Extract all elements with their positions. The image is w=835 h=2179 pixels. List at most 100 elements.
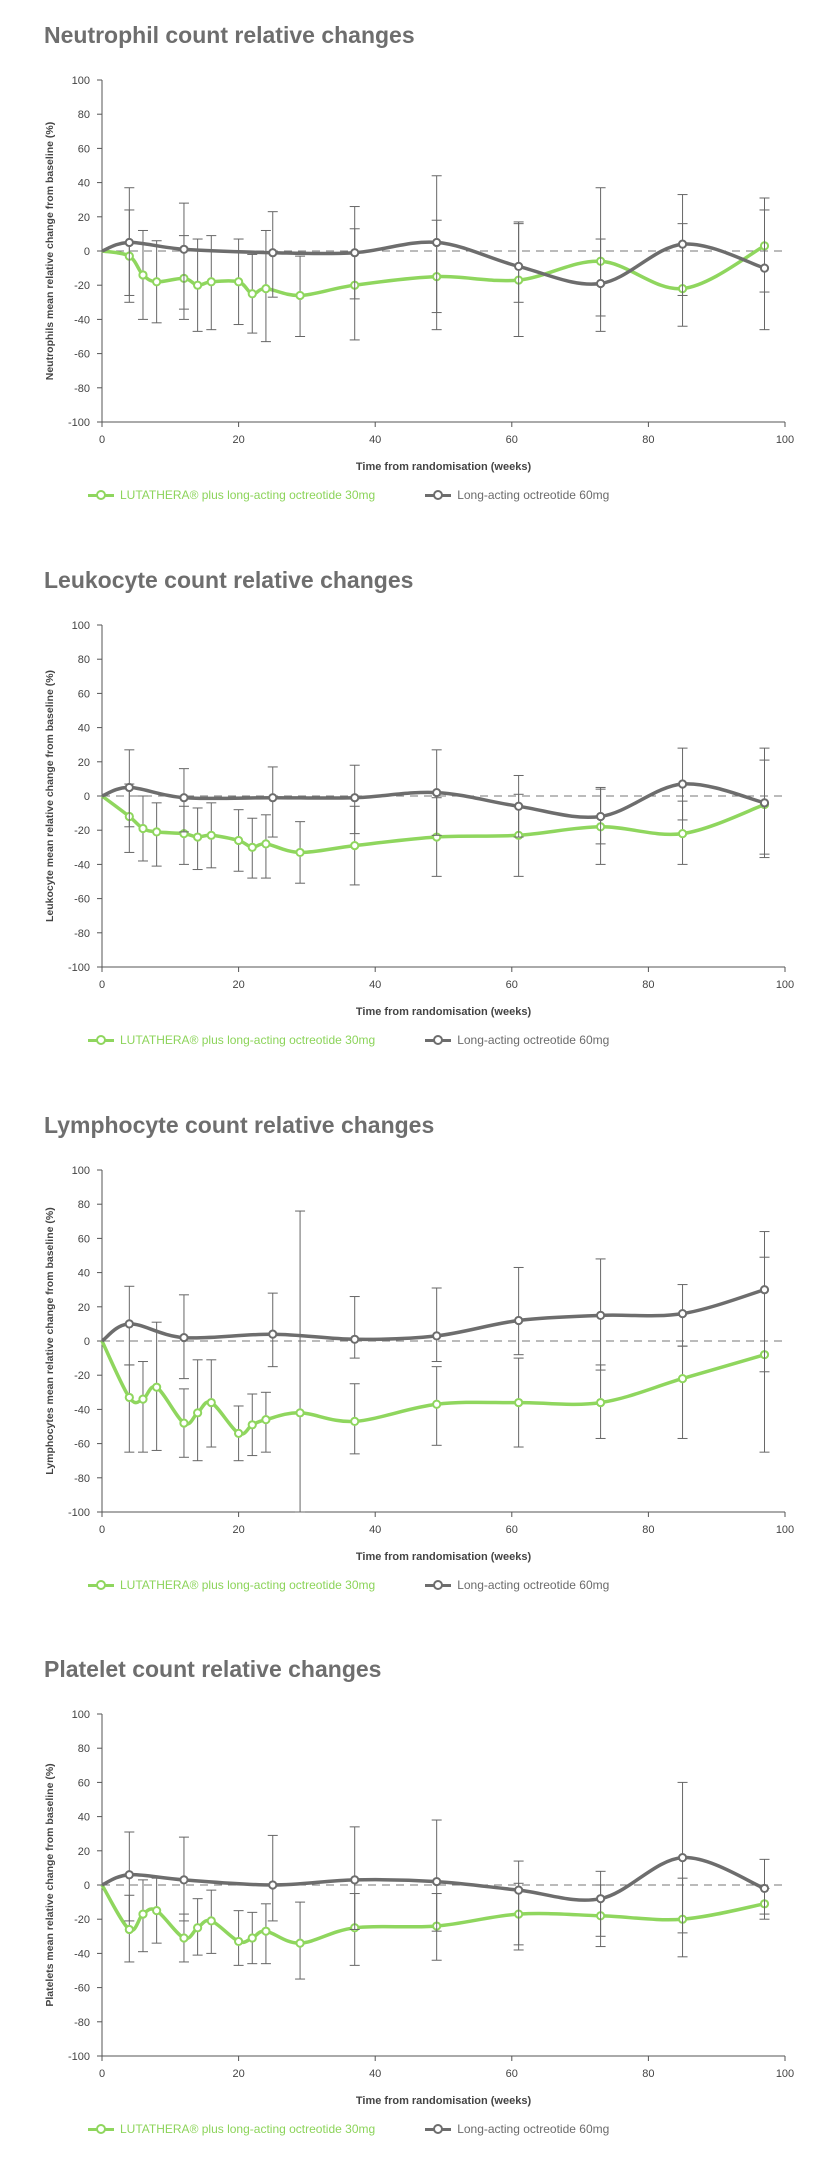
x-tick-label: 60 [506, 434, 518, 446]
data-point [759, 1883, 770, 1894]
data-point [677, 779, 688, 789]
data-point [432, 1876, 442, 1887]
y-tick-label: 80 [78, 1199, 90, 1211]
y-axis-title: Neutrophils mean relative change from ba… [44, 122, 56, 381]
y-tick-label: 20 [78, 757, 90, 769]
data-point [234, 1936, 244, 1947]
series-0-line [100, 794, 766, 855]
green-line-marker-icon [88, 2123, 114, 2134]
data-point [179, 1933, 189, 1943]
y-tick-label: 80 [78, 109, 90, 121]
data-point [124, 1924, 134, 1935]
y-tick-label: 60 [78, 1777, 90, 1789]
y-tick-label: 20 [78, 1846, 90, 1858]
y-tick-label: 20 [78, 212, 90, 224]
x-tick-label: 0 [99, 979, 105, 991]
y-tick-label: -20 [74, 1370, 90, 1382]
x-tick-label: 20 [232, 1524, 244, 1536]
legend-label: Long-acting octreotide 60mg [457, 1033, 610, 1047]
y-tick-label: -40 [74, 1948, 90, 1960]
x-axis-title: Time from randomisation (weeks) [356, 2095, 532, 2107]
y-tick-label: 100 [72, 1709, 90, 1721]
x-tick-label: 100 [776, 434, 794, 446]
y-tick-label: -100 [68, 1507, 90, 1519]
series-0-line [100, 1340, 765, 1436]
data-point [295, 1938, 305, 1948]
leukocyte-chart-panel: Leukocyte count relative changes -100 -80… [0, 545, 835, 1090]
y-tick-label: 60 [78, 143, 90, 155]
x-tick-label: 20 [232, 979, 244, 991]
data-point [179, 1418, 189, 1428]
data-point [247, 289, 257, 299]
series-0-group [101, 187, 770, 343]
x-axis-title: Time from randomisation (weeks) [356, 1006, 532, 1018]
data-point [179, 244, 189, 254]
y-tick-label: -80 [74, 928, 90, 940]
chart-legend: LUTATHERA® plus long-acting octreotide 3… [88, 2122, 659, 2136]
data-point [138, 1394, 148, 1404]
data-point [179, 793, 189, 803]
data-point [193, 280, 203, 290]
data-point [350, 248, 360, 258]
y-axis-title: Leukocyte mean relative change from base… [44, 670, 56, 922]
y-axis-title: Lymphocytes mean relative change from ba… [44, 1207, 56, 1474]
data-point [261, 1415, 271, 1425]
y-tick-label: 40 [78, 1268, 90, 1280]
data-point [268, 1329, 278, 1339]
platelet-chart: -100 -80 -60 -40 -20 0 20 40 60 80 100 0 20 40 60 80 100… [44, 1709, 794, 2107]
data-point [595, 1894, 606, 1904]
data-point [152, 1906, 162, 1916]
green-line-marker-icon [88, 489, 114, 500]
legend-item-lutathera: LUTATHERA® plus long-acting octreotide 3… [88, 1033, 375, 1047]
data-point [234, 1428, 244, 1438]
x-tick-label: 100 [776, 2068, 794, 2080]
data-point [514, 1885, 524, 1895]
legend-label: Long-acting octreotide 60mg [457, 488, 610, 502]
series-1-line [101, 240, 766, 286]
data-point [124, 1319, 134, 1329]
y-tick-label: -40 [74, 1404, 90, 1416]
data-point [193, 832, 203, 842]
y-tick-label: 0 [84, 1336, 90, 1348]
legend-label: LUTATHERA® plus long-acting octreotide 3… [120, 488, 376, 502]
neutrophil-chart: -100 -80 -60 -40 -20 0 20 40 60 80 100 0 20 40 60 80 100… [44, 75, 794, 473]
y-tick-label: 100 [72, 1165, 90, 1177]
data-point [124, 782, 134, 793]
green-line-marker-icon [88, 1579, 114, 1590]
y-tick-label: -80 [74, 1473, 90, 1485]
data-point [295, 1408, 305, 1418]
data-point [152, 277, 162, 287]
grey-line-marker-icon [425, 489, 452, 500]
series-1-group [100, 1231, 770, 1380]
x-tick-label: 0 [99, 2068, 105, 2080]
data-point [124, 237, 134, 248]
data-point [677, 239, 688, 249]
x-tick-label: 80 [642, 2068, 654, 2080]
series-1-group [101, 747, 770, 855]
data-point [759, 798, 770, 808]
y-tick-label: -20 [74, 825, 90, 837]
legend-item-lutathera: LUTATHERA® plus long-acting octreotide 3… [88, 1578, 375, 1592]
legend-item-octreotide: Long-acting octreotide 60mg [425, 2122, 609, 2136]
grey-line-marker-icon [425, 1034, 452, 1045]
data-point [261, 284, 271, 294]
data-point [432, 237, 442, 248]
data-point [295, 290, 305, 301]
data-point [124, 1392, 134, 1403]
data-point [206, 830, 216, 840]
leukocyte-chart: -100 -80 -60 -40 -20 0 20 40 60 80 100 0 20 40 60 80 100… [44, 620, 794, 1018]
x-tick-label: 40 [369, 1524, 381, 1536]
y-tick-label: -60 [74, 349, 90, 361]
x-tick-label: 40 [369, 2068, 381, 2080]
data-point [261, 839, 271, 849]
y-tick-label: 80 [78, 654, 90, 666]
chart-title: Platelet count relative changes [44, 1656, 382, 1682]
x-tick-label: 60 [506, 1524, 518, 1536]
data-point [268, 1880, 278, 1890]
series-1-group [101, 175, 770, 332]
data-point [595, 811, 606, 822]
legend-item-octreotide: Long-acting octreotide 60mg [425, 1033, 609, 1047]
y-tick-label: -60 [74, 894, 90, 906]
x-tick-label: 100 [776, 979, 794, 991]
series-1-line [101, 1855, 766, 1902]
